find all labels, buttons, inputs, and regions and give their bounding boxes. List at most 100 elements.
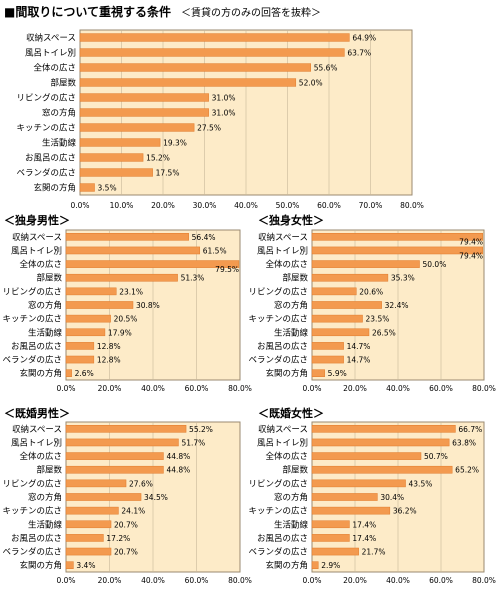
married-female-tick-label: 20.0% — [343, 576, 367, 585]
married-female-bar — [311, 561, 319, 569]
single-female-bar — [311, 260, 420, 268]
married-male-bar — [65, 452, 164, 460]
single-male-category-label: キッチンの広さ — [2, 314, 62, 325]
single-female-bar — [311, 287, 357, 296]
single-female-category-label: お風呂の広さ — [257, 341, 308, 352]
overall-tick-label: 10.0% — [110, 201, 134, 210]
single-male-tick-label: 20.0% — [98, 384, 122, 393]
single-male-value-label: 17.9% — [108, 328, 132, 337]
married-female-bar — [311, 520, 350, 529]
single-female-category-label: ベランダの広さ — [248, 355, 308, 366]
married-female-bar — [311, 534, 350, 542]
overall-bar — [79, 168, 153, 177]
single-male-value-label: 79.5% — [215, 265, 239, 274]
married-male-category-label: 全体の広さ — [19, 451, 62, 462]
single-female-bar — [311, 369, 325, 377]
married-male-bar — [65, 534, 104, 542]
overall-tick-label: 60.0% — [317, 201, 341, 210]
overall-bar — [79, 108, 209, 117]
single-female-bar — [311, 273, 389, 282]
married-female-category-label: キッチンの広さ — [248, 506, 308, 517]
married-male-bar — [65, 561, 74, 569]
married-male-category-label: 部屋数 — [36, 465, 62, 476]
married-male-value-label: 55.2% — [189, 425, 213, 434]
single-male-value-label: 61.5% — [203, 246, 227, 255]
married-male-category-label: 収納スペース — [12, 424, 62, 435]
overall-category-label: 収納スペース — [26, 33, 76, 44]
panel-title-single-female: ＜独身女性＞ — [258, 214, 324, 227]
married-male-bar — [65, 547, 112, 556]
married-male-category-label: 生活動線 — [28, 519, 63, 530]
single-male-value-label: 12.8% — [97, 356, 121, 365]
panel-title-single-male: ＜独身男性＞ — [4, 214, 70, 227]
page-title: ■間取りについて重視する条件 ＜賃貸の方のみの回答を抜粋＞ — [4, 3, 321, 20]
married-female-value-label: 17.4% — [352, 520, 376, 529]
overall-bar — [79, 48, 345, 57]
single-female-category-label: キッチンの広さ — [248, 314, 308, 325]
married-female-tick-label: 0.0% — [302, 576, 321, 585]
single-male-category-label: お風呂の広さ — [11, 341, 62, 352]
overall-bar — [79, 153, 144, 162]
single-male-category-label: ベランダの広さ — [2, 355, 62, 366]
single-female-category-label: 窓の方角 — [274, 300, 308, 311]
married-female-tick-label: 40.0% — [386, 576, 410, 585]
married-male-value-label: 20.7% — [114, 520, 138, 529]
married-male-bar — [65, 506, 119, 515]
overall-bar — [79, 183, 95, 192]
married-female-value-label: 21.7% — [362, 548, 386, 557]
overall-bar — [79, 93, 209, 102]
married-female-bar — [311, 479, 406, 488]
single-female-category-label: 風呂トイレ別 — [257, 246, 308, 256]
overall-tick-label: 0.0% — [70, 201, 89, 210]
single-male-value-label: 23.1% — [119, 287, 143, 296]
single-female-value-label: 23.5% — [366, 315, 390, 324]
married-female-value-label: 50.7% — [424, 452, 448, 461]
overall-bar — [79, 123, 195, 132]
single-male-bar — [65, 233, 189, 241]
single-male-category-label: 収納スペース — [12, 232, 62, 243]
single-female-value-label: 20.6% — [359, 287, 383, 296]
page-subtitle: ＜賃貸の方のみの回答を抜粋＞ — [180, 8, 321, 19]
overall-category-label: ベランダの広さ — [16, 168, 76, 179]
single-male-value-label: 12.8% — [97, 342, 121, 351]
overall-tick-label: 30.0% — [193, 201, 217, 210]
single-male-bar — [65, 342, 95, 350]
single-male-category-label: 風呂トイレ別 — [11, 246, 62, 256]
married-male-category-label: 風呂トイレ別 — [11, 438, 62, 448]
married-female-tick-label: 60.0% — [429, 576, 453, 585]
married-female-category-label: 窓の方角 — [274, 492, 308, 503]
single-female-tick-label: 0.0% — [302, 384, 321, 393]
single-male-category-label: 全体の広さ — [19, 259, 62, 270]
overall-category-label: 生活動線 — [42, 138, 77, 149]
overall-value-label: 31.0% — [212, 94, 236, 103]
overall-tick-label: 50.0% — [276, 201, 300, 210]
single-female-value-label: 79.4% — [459, 238, 483, 247]
married-male-category-label: お風呂の広さ — [11, 533, 62, 544]
single-male-bar — [65, 369, 72, 377]
overall-value-label: 55.6% — [314, 64, 338, 73]
married-female-bar — [311, 438, 450, 447]
married-female-value-label: 66.7% — [458, 425, 482, 434]
married-male-value-label: 3.4% — [76, 561, 95, 570]
overall-value-label: 19.3% — [163, 139, 187, 148]
married-female-value-label: 17.4% — [352, 534, 376, 543]
overall-category-label: 窓の方角 — [42, 108, 76, 119]
single-female-category-label: 部屋数 — [282, 273, 308, 284]
married-male-value-label: 27.6% — [129, 479, 153, 488]
overall-category-label: 全体の広さ — [33, 63, 76, 74]
married-male-tick-label: 80.0% — [228, 576, 252, 585]
single-male-value-label: 20.5% — [114, 315, 138, 324]
single-female-value-label: 79.4% — [459, 251, 483, 260]
married-male-category-label: 玄関の方角 — [19, 560, 62, 571]
single-female-category-label: 生活動線 — [274, 327, 309, 338]
married-female-category-label: ベランダの広さ — [248, 547, 308, 558]
overall-value-label: 17.5% — [156, 169, 180, 178]
married-female-bar — [311, 506, 391, 515]
overall-category-label: 部屋数 — [50, 78, 76, 89]
single-male-value-label: 51.3% — [181, 274, 205, 283]
single-male-tick-label: 40.0% — [141, 384, 165, 393]
overall-category-label: お風呂の広さ — [25, 153, 76, 164]
single-female-bar — [311, 314, 363, 323]
married-male-tick-label: 40.0% — [141, 576, 165, 585]
married-female-category-label: お風呂の広さ — [257, 533, 308, 544]
